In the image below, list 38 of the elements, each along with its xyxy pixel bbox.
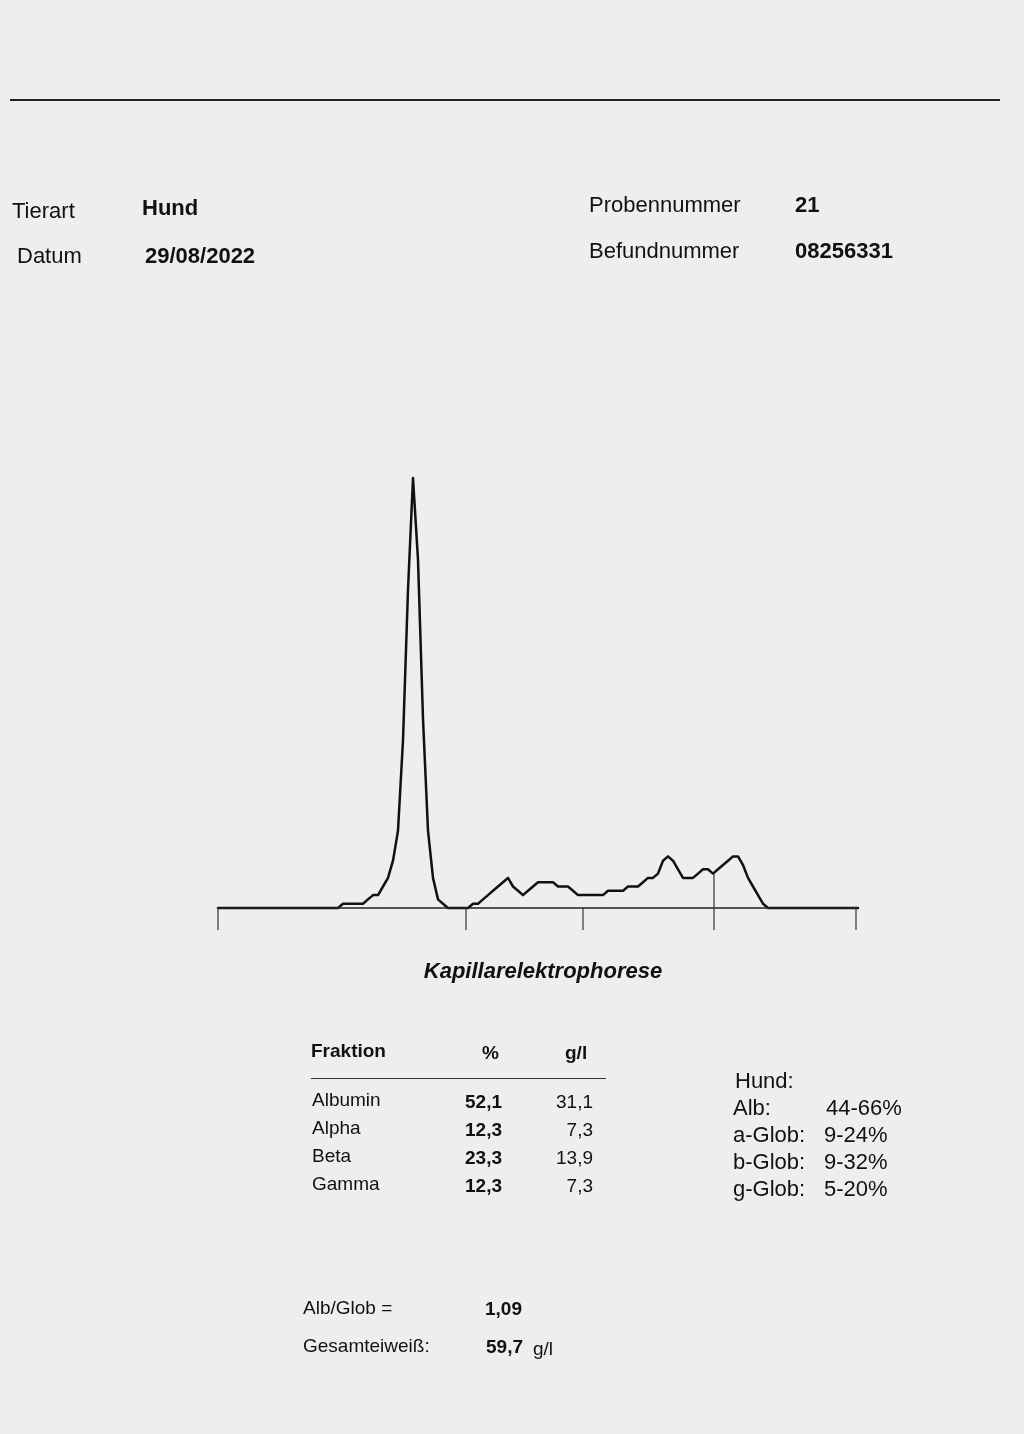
text: g/l (565, 1042, 588, 1064)
text: Tierart (12, 198, 75, 224)
text: Befundnummer (589, 238, 740, 264)
text: Kapillarelektrophorese (422, 958, 664, 984)
text: b-Glob: (733, 1149, 806, 1175)
text: 13,9 (555, 1147, 593, 1169)
text: Hund: (735, 1068, 794, 1094)
text: Alpha (312, 1117, 361, 1139)
text: 12,3 (464, 1119, 502, 1141)
text: 31,1 (555, 1091, 593, 1113)
text: Fraktion (311, 1040, 386, 1062)
text: 7,3 (565, 1119, 593, 1141)
text: g/l (533, 1338, 554, 1360)
text: Alb/Glob = (303, 1297, 393, 1319)
text: 29/08/2022 (145, 243, 256, 269)
text: % (482, 1042, 499, 1064)
text: 12,3 (464, 1175, 502, 1197)
text: a-Glob: (733, 1122, 806, 1148)
text: 08256331 (795, 238, 893, 264)
text: 7,3 (565, 1175, 593, 1197)
text: Beta (312, 1145, 352, 1167)
text: Gamma (312, 1173, 380, 1195)
text: Albumin (312, 1089, 381, 1111)
text: 1,09 (485, 1298, 522, 1320)
text: 9-32% (824, 1149, 888, 1175)
text: Hund (142, 195, 199, 221)
text: Alb: (733, 1095, 771, 1121)
text: 59,7 (486, 1336, 523, 1358)
text: 9-24% (824, 1122, 888, 1148)
text: 44-66% (826, 1095, 902, 1121)
text: Gesamteiweiß: (303, 1335, 430, 1357)
text: 21 (795, 192, 820, 218)
text: Datum (17, 243, 82, 269)
text: 23,3 (464, 1147, 502, 1169)
text: g-Glob: (733, 1176, 806, 1202)
text: 5-20% (824, 1176, 888, 1202)
text: 52,1 (464, 1091, 502, 1113)
text: Probennummer (589, 192, 741, 218)
